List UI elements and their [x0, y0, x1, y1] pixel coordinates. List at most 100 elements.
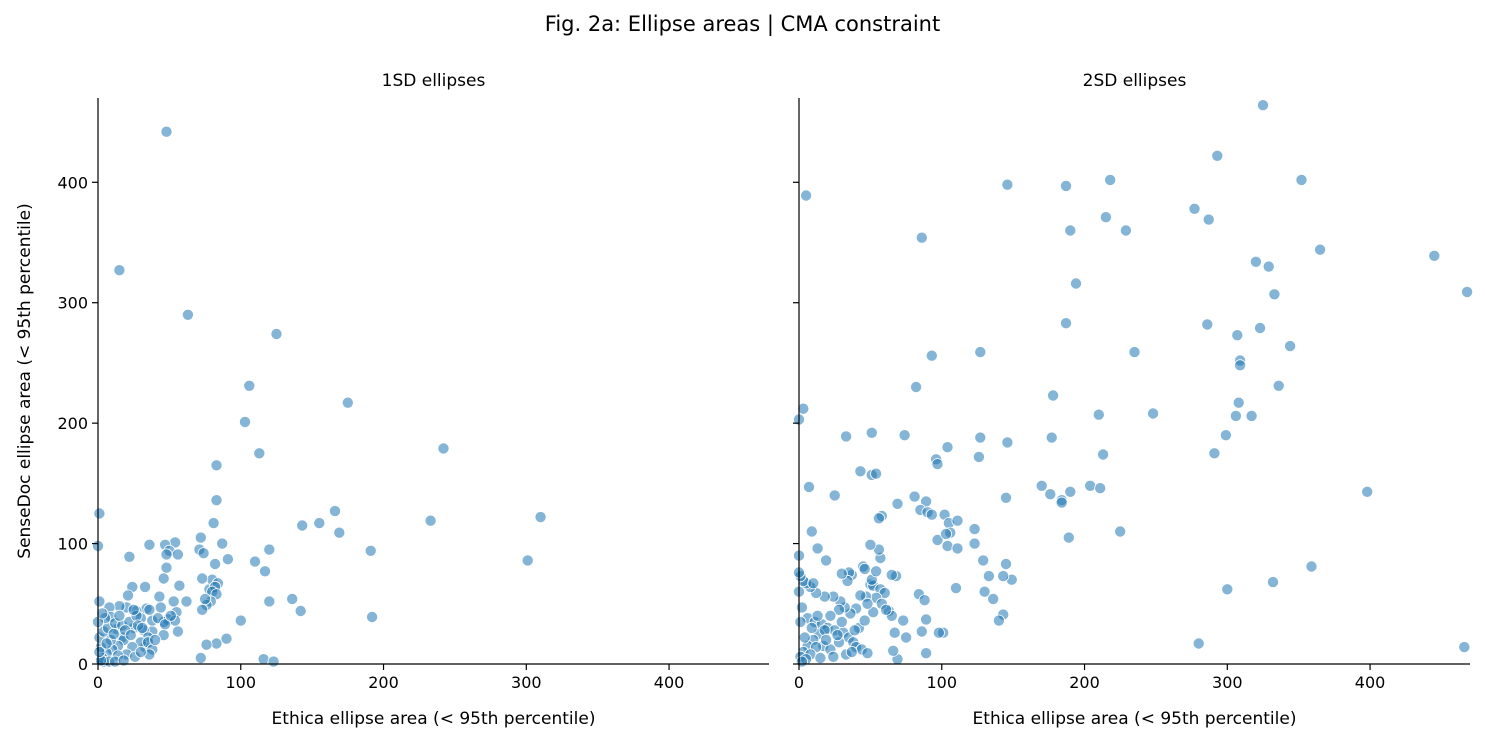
panel-1sd: 1SD ellipses 0 100 200 300 400 0 100 200 300 400 Et…: [15, 71, 769, 729]
data-point: [974, 346, 987, 359]
data-point: [811, 609, 824, 622]
data-point: [951, 542, 964, 555]
panel-2sd: 2SD ellipses 0 100 200 300 400 Ethica ellipse …: [793, 71, 1474, 729]
data-point: [1272, 379, 1285, 392]
data-point: [1084, 479, 1097, 492]
data-point: [950, 582, 963, 595]
x-tick-label: 300: [1212, 673, 1243, 692]
data-point: [848, 624, 861, 637]
data-point: [1104, 173, 1117, 186]
data-point: [1461, 285, 1474, 298]
data-point: [207, 517, 220, 530]
data-point: [820, 554, 833, 567]
data-point: [941, 540, 954, 553]
data-point: [258, 565, 271, 578]
data-point: [870, 467, 883, 480]
data-point: [157, 572, 170, 585]
data-point: [194, 531, 207, 544]
data-point: [1099, 211, 1112, 224]
x-tick-label: 100: [926, 673, 957, 692]
data-point: [827, 650, 840, 663]
data-point: [167, 595, 180, 608]
data-point: [1064, 224, 1077, 237]
data-point: [139, 580, 152, 593]
data-point: [210, 494, 223, 507]
data-point: [1062, 531, 1075, 544]
data-point: [1192, 637, 1205, 650]
data-point: [1201, 318, 1214, 331]
figure-title: Fig. 2a: Ellipse areas | CMA constraint: [544, 12, 941, 36]
data-point: [117, 654, 130, 667]
data-point: [333, 526, 346, 539]
data-point: [159, 618, 172, 631]
data-point: [833, 603, 846, 616]
data-point: [257, 653, 270, 666]
data-point: [997, 570, 1010, 583]
data-point: [136, 621, 149, 634]
data-point: [870, 565, 883, 578]
data-point: [1035, 479, 1048, 492]
data-point: [800, 189, 813, 202]
x-axis-label: Ethica ellipse area (< 95th percentile): [973, 709, 1297, 729]
y-tick-label: 400: [57, 173, 88, 192]
data-point: [196, 572, 209, 585]
data-point: [900, 631, 913, 644]
data-point: [1229, 409, 1242, 422]
data-point: [915, 231, 928, 244]
x-tick-label: 300: [511, 673, 542, 692]
data-point: [1188, 202, 1201, 215]
data-point: [107, 627, 120, 640]
data-point: [243, 379, 256, 392]
data-point: [931, 458, 944, 471]
data-point: [925, 508, 938, 521]
data-point: [1128, 346, 1141, 359]
data-point: [795, 601, 808, 614]
data-point: [1060, 317, 1073, 330]
data-point: [263, 595, 276, 608]
data-point: [1000, 491, 1013, 504]
panel-title: 1SD ellipses: [382, 71, 486, 91]
data-point: [795, 655, 808, 668]
data-point: [807, 577, 820, 590]
y-tick-label: 100: [57, 535, 88, 554]
data-point: [941, 441, 954, 454]
data-point: [96, 607, 109, 620]
data-point: [798, 631, 811, 644]
data-point: [270, 327, 283, 340]
data-point: [854, 465, 867, 478]
data-point: [263, 543, 276, 556]
data-point: [366, 611, 379, 624]
data-point: [1257, 99, 1270, 112]
data-point: [1211, 149, 1224, 162]
data-point: [1208, 447, 1221, 460]
data-point: [1232, 396, 1245, 409]
data-point: [171, 625, 184, 638]
x-tick-label: 200: [1069, 673, 1100, 692]
data-point: [210, 637, 223, 650]
data-point: [286, 593, 299, 606]
data-point: [1361, 485, 1374, 498]
data-point: [1119, 224, 1132, 237]
data-point: [313, 517, 326, 530]
x-tick-label: 0: [794, 673, 804, 692]
data-point: [1001, 436, 1014, 449]
data-point: [887, 644, 900, 657]
data-point: [898, 429, 911, 442]
data-point: [1094, 482, 1107, 495]
data-point: [814, 652, 827, 665]
x-tick-label: 0: [93, 673, 103, 692]
data-point: [164, 609, 177, 622]
data-point: [1047, 389, 1060, 402]
data-point: [803, 480, 816, 493]
data-point: [968, 523, 981, 536]
data-point: [854, 589, 867, 602]
panel-title: 2SD ellipses: [1083, 71, 1187, 91]
data-point: [134, 646, 147, 659]
data-point: [1055, 496, 1068, 509]
data-point: [160, 125, 173, 138]
x-axis-label: Ethica ellipse area (< 95th percentile): [272, 709, 596, 729]
data-point: [974, 431, 987, 444]
data-point: [1147, 407, 1160, 420]
data-point: [932, 626, 945, 639]
data-point: [1305, 560, 1318, 573]
